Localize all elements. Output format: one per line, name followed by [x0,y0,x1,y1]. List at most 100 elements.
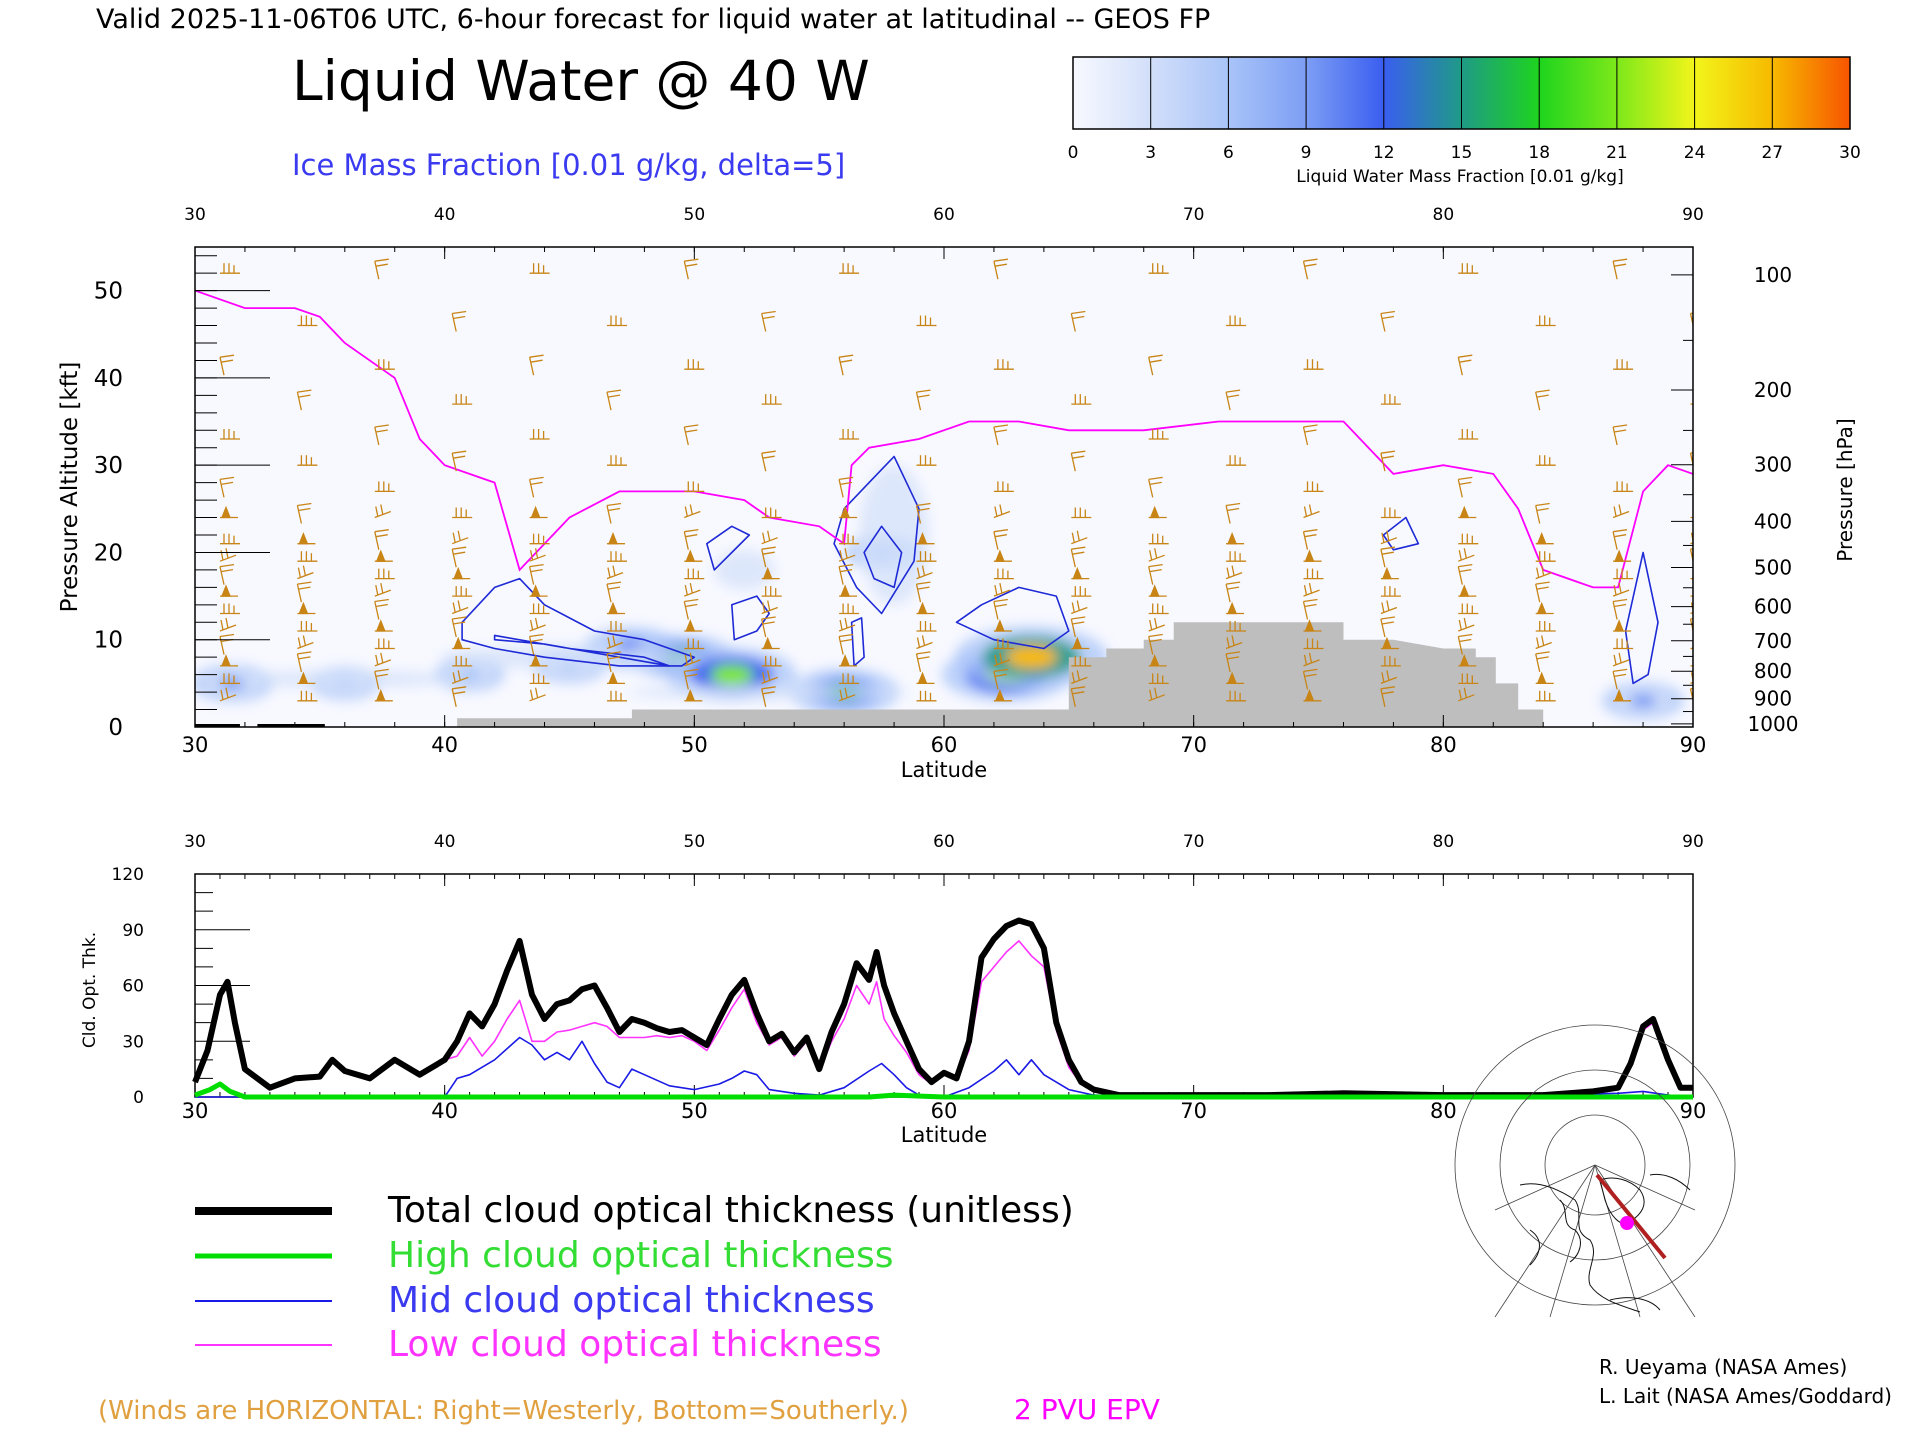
wind-barb [683,529,699,550]
ice-contour [706,525,751,571]
wind-barb-flag [1463,548,1467,559]
wind-barb-flag [689,582,693,594]
wind-barb [606,565,624,580]
wind-barb-flag [375,603,388,608]
wind-barb-shaft [761,453,767,472]
wind-barb [1148,633,1163,655]
wind-barb [993,258,1008,280]
wind-barb-flag [999,504,1003,515]
wind-barb-flag [917,394,930,398]
top-x-ticklabel: 40 [431,733,458,757]
wind-barb [374,598,389,620]
wind-barb-pennant [1459,654,1470,667]
map-coastlines [1519,1173,1691,1313]
wind-barb-shaft [1070,549,1076,568]
wind-barb-flag [762,691,775,695]
valid-line: Valid 2025-11-06T06 UTC, 6-hour forecast… [96,4,1210,35]
wind-barb [1613,619,1632,632]
wind-barb-flag [1149,638,1162,643]
wind-barb-shaft [1148,357,1154,376]
wind-barb-flag [1536,637,1540,648]
wind-barb [993,668,1008,690]
bottom-x-ticklabel: 70 [1180,1099,1207,1123]
wind-barb [1612,652,1630,667]
wind-barb [1380,566,1399,580]
wind-barb-flag [380,652,384,664]
wind-barb-flag [298,507,311,512]
top-x-ticklabel: 30 [182,733,209,757]
wind-barb-shaft [838,479,844,498]
wind-barb-flag [1071,616,1086,620]
legend-low: Low cloud optical thickness [388,1324,882,1365]
wind-barb-pennant [1149,584,1160,597]
bottom-x-ticklabel: 90 [1680,1099,1707,1123]
wind-barb-flag [219,476,235,481]
wind-barb-flag [689,652,693,664]
wind-barb-flag [1226,507,1240,512]
wind-barb-shaft [1380,453,1386,472]
ice-contour [1624,551,1659,685]
wind-barb-flag [685,534,698,538]
wind-barb [1303,359,1324,370]
map-graticule [1454,1024,1736,1318]
wind-barb-flag [1535,581,1550,585]
wind-barb-flag [1231,565,1235,576]
wind-barb [219,563,235,585]
wind-barb [1458,548,1475,562]
wind-barb [1071,394,1092,405]
winds-note: (Winds are HORIZONTAL: Right=Westerly, B… [98,1396,909,1426]
colorbar-tick: 3 [1145,143,1156,163]
wind-barb-flag [1308,582,1313,594]
wind-barb-shaft [606,505,612,524]
wind-barb-flag [844,548,848,559]
wind-barb-flag [1303,529,1318,533]
wind-barb-flag [1076,530,1080,541]
wind-barb-flag [1458,689,1462,700]
wind-barb-flag [1613,534,1627,538]
wind-barb-shaft [1612,601,1618,620]
optical-thickness-lines [192,917,1694,1100]
wind-barb-flag [529,689,534,700]
wind-barb-shaft [296,583,303,603]
wind-barb-flag [761,616,776,620]
wind-barb-shaft [1535,583,1541,603]
wind-barb [1148,505,1167,519]
wind-barb [1148,429,1169,440]
lw-haze [859,465,930,605]
wind-barb-flag [1148,633,1163,638]
wind-barb-flag [1303,424,1318,428]
wind-barb-flag [1535,502,1550,507]
wind-barb-shaft [528,636,535,655]
wind-barb [1613,549,1632,562]
wind-barb [1458,429,1479,440]
wind-barb-shaft [838,636,844,655]
wind-barb [529,617,546,632]
wind-barb-flag [993,258,1008,262]
wind-barb-flag [1380,546,1395,550]
wind-barb-flag [1072,621,1085,625]
wind-barb-flag [684,668,699,673]
wind-barb [915,651,931,673]
wind-barb-flag [1458,633,1473,638]
wind-barb-flag [1148,354,1163,358]
wind-barb-flag [684,424,699,428]
wind-barb-flag [916,567,921,578]
wind-barb [1380,600,1398,615]
colorbar: 0 3 6 9 12 15 18 21 24 27 30 [1068,56,1861,163]
wind-barb-shaft [1380,618,1386,638]
right-y-ticklabel: 500 [1754,555,1792,579]
wind-barb [1535,581,1550,603]
wind-barb-flag [375,263,388,267]
wind-barb-pennant [608,671,618,685]
wind-barb-flag [1303,598,1318,603]
wind-barb [683,424,699,446]
bottom-x-ticklabel: 50 [681,1099,708,1123]
wind-barb [607,621,627,632]
wind-barb [1380,546,1395,568]
wind-barb-flag [684,584,688,596]
wind-barb [1071,586,1092,597]
wind-barb-flag [606,651,622,655]
wind-barb-flag [1381,691,1395,695]
wind-barb [1380,655,1401,667]
wind-barb [761,616,776,638]
